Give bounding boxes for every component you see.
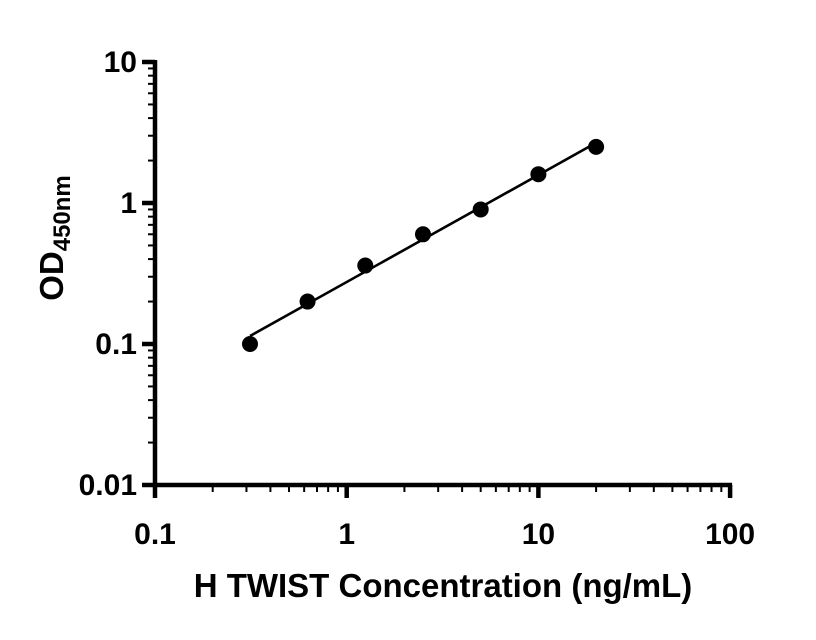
data-point [472,201,489,218]
y-tick-label: 0.01 [79,469,137,502]
data-point [530,166,547,183]
data-point [414,226,431,243]
data-point [357,257,374,274]
x-tick-label: 10 [522,518,555,551]
x-tick-label: 0.1 [134,518,176,551]
x-tick-label: 100 [705,518,755,551]
y-axis-title-sub: 450nm [49,175,76,251]
y-axis-title-main: OD [33,251,70,301]
data-point [299,293,316,310]
x-tick-label: 1 [338,518,355,551]
data-point [588,138,605,155]
y-tick-label: 1 [120,187,137,220]
data-point [241,336,258,352]
y-axis-title: OD450nm [33,175,76,301]
y-tick-label: 10 [104,46,137,79]
y-tick-label: 0.1 [95,328,137,361]
x-axis-title: H TWIST Concentration (ng/mL) [194,567,693,604]
